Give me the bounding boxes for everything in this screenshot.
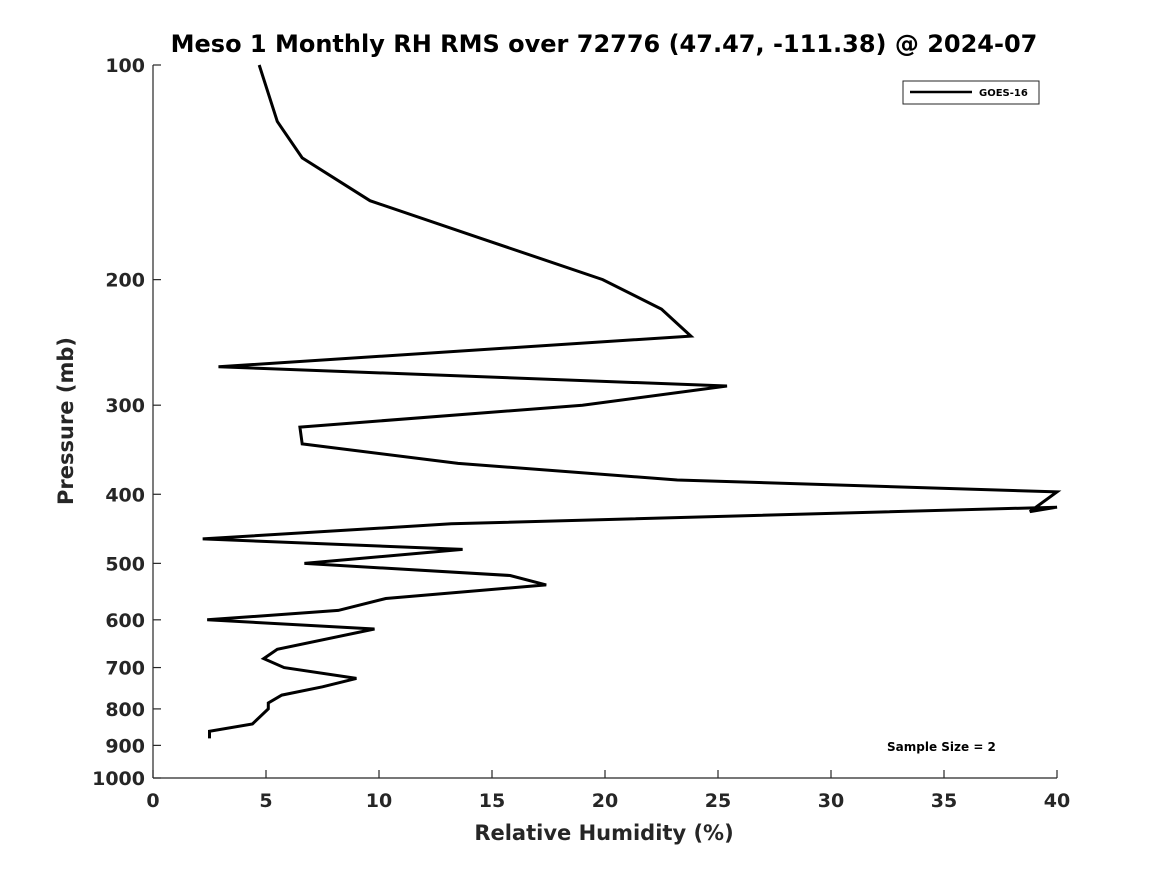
y-tick-label: 200 — [105, 270, 145, 292]
sample-size-annotation: Sample Size = 2 — [887, 740, 996, 754]
x-tick-label: 20 — [592, 790, 618, 812]
y-tick-label: 400 — [105, 484, 145, 506]
x-tick-label: 10 — [366, 790, 392, 812]
x-tick-label: 5 — [259, 790, 272, 812]
x-tick-label: 0 — [146, 790, 159, 812]
y-tick-label: 600 — [105, 610, 145, 632]
series-line-goes16 — [202, 64, 1062, 739]
legend-label-goes16: GOES-16 — [979, 88, 1028, 99]
x-tick-label: 15 — [479, 790, 505, 812]
y-tick-label: 700 — [105, 658, 145, 680]
y-tick-label: 800 — [105, 699, 145, 721]
y-axis-label: Pressure (mb) — [54, 337, 78, 505]
y-tick-label: 500 — [105, 553, 145, 575]
y-tick-label: 1000 — [92, 768, 145, 790]
legend: GOES-16 — [902, 80, 1040, 105]
y-tick-label: 900 — [105, 735, 145, 757]
y-tick-label: 100 — [105, 55, 145, 77]
series-layer — [202, 64, 1062, 739]
y-tick-label: 300 — [105, 395, 145, 417]
axis-ticks: 0 5 10 15 20 25 30 35 40 100 200 300 400 500 600 700 800… — [92, 55, 1070, 812]
chart-title: Meso 1 Monthly RH RMS over 72776 (47.47,… — [171, 30, 1038, 58]
x-axis-label: Relative Humidity (%) — [474, 821, 733, 845]
x-tick-label: 30 — [818, 790, 844, 812]
plot-area — [153, 65, 1057, 778]
x-tick-label: 40 — [1044, 790, 1070, 812]
x-tick-label: 35 — [931, 790, 957, 812]
x-tick-label: 25 — [705, 790, 731, 812]
